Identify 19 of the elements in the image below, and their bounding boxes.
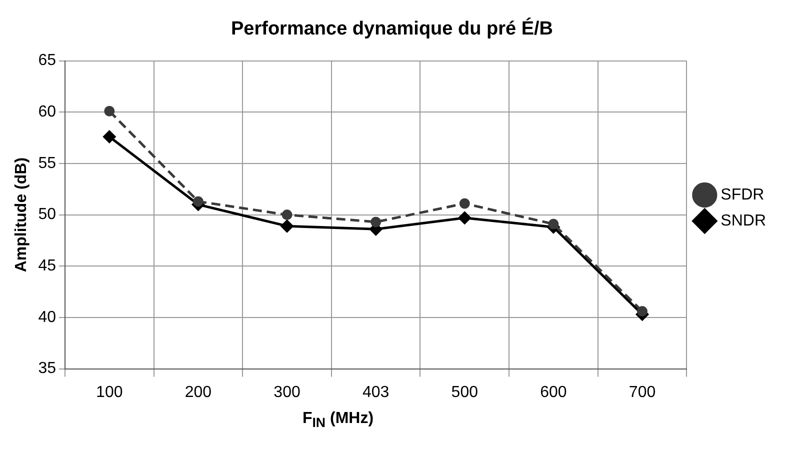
y-tick-label: 65 (38, 52, 56, 70)
legend-label: SFDR (720, 186, 764, 204)
x-tick-label: 600 (540, 384, 567, 401)
y-tick-label: 60 (38, 104, 56, 121)
y-tick-label: 45 (38, 258, 56, 275)
legend-label: SNDR (720, 212, 766, 230)
y-tick-label: 35 (38, 360, 56, 378)
y-tick-label: 50 (38, 206, 56, 224)
x-tick-label: 500 (451, 384, 478, 401)
y-axis-title: Amplitude (dB) (13, 157, 30, 272)
x-axis-title: F$_{IN}$ (MHz) (301, 410, 375, 430)
x-tick-label: 300 (274, 384, 300, 401)
x-tick-label: 200 (184, 384, 212, 401)
x-tick-label: 403 (362, 384, 390, 401)
y-tick-label: 55 (38, 154, 56, 172)
x-tick-label: 100 (96, 384, 123, 401)
chart-title: Performance dynamique du pré É/B (230, 18, 554, 40)
y-tick-label: 40 (38, 308, 56, 326)
x-tick-label: 700 (628, 384, 656, 401)
